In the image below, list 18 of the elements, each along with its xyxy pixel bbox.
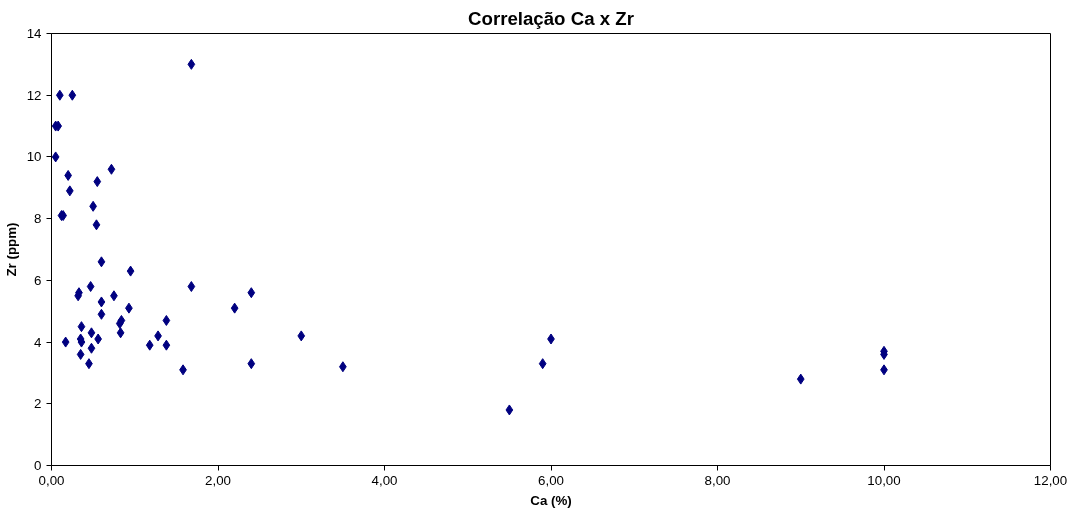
y-axis-title: Zr (ppm) xyxy=(3,222,19,277)
y-tick-label: 6 xyxy=(34,272,42,288)
x-tick-label: 6,00 xyxy=(538,472,564,488)
x-tick-label: 10,00 xyxy=(867,472,901,488)
y-tick-label: 10 xyxy=(26,149,42,165)
chart-title: Correlação Ca x Zr xyxy=(468,7,634,29)
y-tick-label: 12 xyxy=(26,87,42,103)
x-tick-label: 4,00 xyxy=(371,472,398,488)
y-tick-label: 14 xyxy=(26,26,43,41)
x-axis-title: Ca (%) xyxy=(530,492,572,508)
x-tick-label: 2,00 xyxy=(205,472,231,488)
x-tick-label: 8,00 xyxy=(704,472,731,488)
y-tick-label: 4 xyxy=(34,334,43,350)
y-tick-label: 0 xyxy=(34,458,42,473)
y-tick-label: 2 xyxy=(34,396,42,412)
y-tick-label: 8 xyxy=(34,211,42,227)
x-tick-label: 12,00 xyxy=(1033,472,1068,488)
x-tick-label: 0,00 xyxy=(38,472,65,488)
